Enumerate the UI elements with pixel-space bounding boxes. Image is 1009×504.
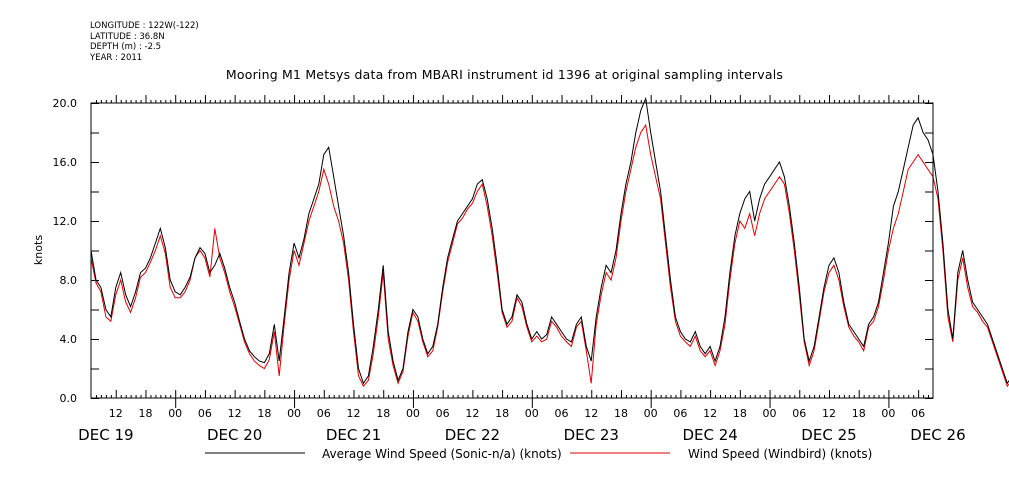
x-hour-label: 18 — [852, 407, 866, 420]
x-axis-day-labels: DEC 19 DEC 20 DEC 21 DEC 22 DEC 23 DEC 24 DEC … — [78, 426, 965, 444]
y-tick-label: 12.0 — [53, 215, 78, 228]
chart-title: Mooring M1 Metsys data from MBARI instru… — [225, 67, 784, 82]
x-hour-label: 00 — [763, 407, 777, 420]
x-hour-label: 00 — [168, 407, 182, 420]
x-day-label: DEC 21 — [326, 426, 381, 444]
x-hour-label: 06 — [911, 407, 925, 420]
x-hour-label: 06 — [792, 407, 806, 420]
legend-label-average: Average Wind Speed (Sonic-n/a) (knots) — [322, 447, 562, 461]
legend: Average Wind Speed (Sonic-n/a) (knots) W… — [205, 447, 872, 461]
x-hour-label: 12 — [703, 407, 717, 420]
x-day-label: DEC 23 — [564, 426, 619, 444]
x-hour-label: 12 — [822, 407, 836, 420]
x-hour-label: 00 — [525, 407, 539, 420]
x-day-label: DEC 25 — [801, 426, 856, 444]
y-axis-labels: 0.0 4.0 8.0 12.0 16.0 20.0 — [53, 97, 78, 405]
x-hour-label: 06 — [673, 407, 687, 420]
y-axis-title: knots — [32, 235, 45, 265]
latitude-label: LATITUDE : 36.8N — [90, 31, 165, 42]
x-hour-label: 12 — [465, 407, 479, 420]
x-hour-label: 06 — [317, 407, 331, 420]
longitude-label: LONGITUDE : 122W(-122) — [90, 21, 199, 31]
station-metadata: LONGITUDE : 122W(-122) LATITUDE : 36.8N … — [90, 21, 199, 63]
x-day-label: DEC 19 — [78, 426, 133, 444]
x-hour-label: 18 — [733, 407, 747, 420]
x-hour-label: 00 — [644, 407, 658, 420]
x-axis-hour-labels: 12 18 00 06 12 18 00 06 12 18 00 06 12 18 00 06 12 18 00 06… — [109, 407, 925, 420]
x-hour-label: 18 — [257, 407, 271, 420]
x-hour-label: 06 — [198, 407, 212, 420]
x-hour-label: 18 — [614, 407, 628, 420]
y-tick-label: 0.0 — [60, 392, 78, 405]
x-hour-label: 18 — [495, 407, 509, 420]
x-hour-label: 06 — [436, 407, 450, 420]
year-label: YEAR : 2011 — [90, 52, 143, 63]
tick-marks — [91, 95, 933, 408]
x-hour-label: 12 — [584, 407, 598, 420]
x-hour-label: 12 — [109, 407, 123, 420]
plot-frame — [90, 102, 934, 399]
series-layer — [90, 96, 1009, 388]
x-hour-label: 12 — [347, 407, 361, 420]
y-tick-label: 20.0 — [53, 97, 78, 110]
x-day-label: DEC 22 — [445, 426, 500, 444]
x-hour-label: 00 — [406, 407, 420, 420]
y-tick-label: 16.0 — [53, 156, 78, 169]
x-hour-label: 18 — [138, 407, 152, 420]
x-hour-label: 00 — [881, 407, 895, 420]
x-day-label: DEC 26 — [910, 426, 965, 444]
x-hour-label: 00 — [287, 407, 301, 420]
depth-label: DEPTH (m) : -2.5 — [90, 42, 162, 52]
series-line-average — [90, 96, 1009, 385]
x-hour-label: 18 — [376, 407, 390, 420]
x-hour-label: 06 — [555, 407, 569, 420]
x-day-label: DEC 20 — [207, 426, 262, 444]
series-line-windbird — [90, 123, 1009, 388]
x-hour-label: 12 — [228, 407, 242, 420]
x-day-label: DEC 24 — [682, 426, 737, 444]
legend-label-windbird: Wind Speed (Windbird) (knots) — [688, 447, 872, 461]
y-tick-label: 8.0 — [60, 274, 78, 287]
y-tick-label: 4.0 — [60, 333, 78, 346]
